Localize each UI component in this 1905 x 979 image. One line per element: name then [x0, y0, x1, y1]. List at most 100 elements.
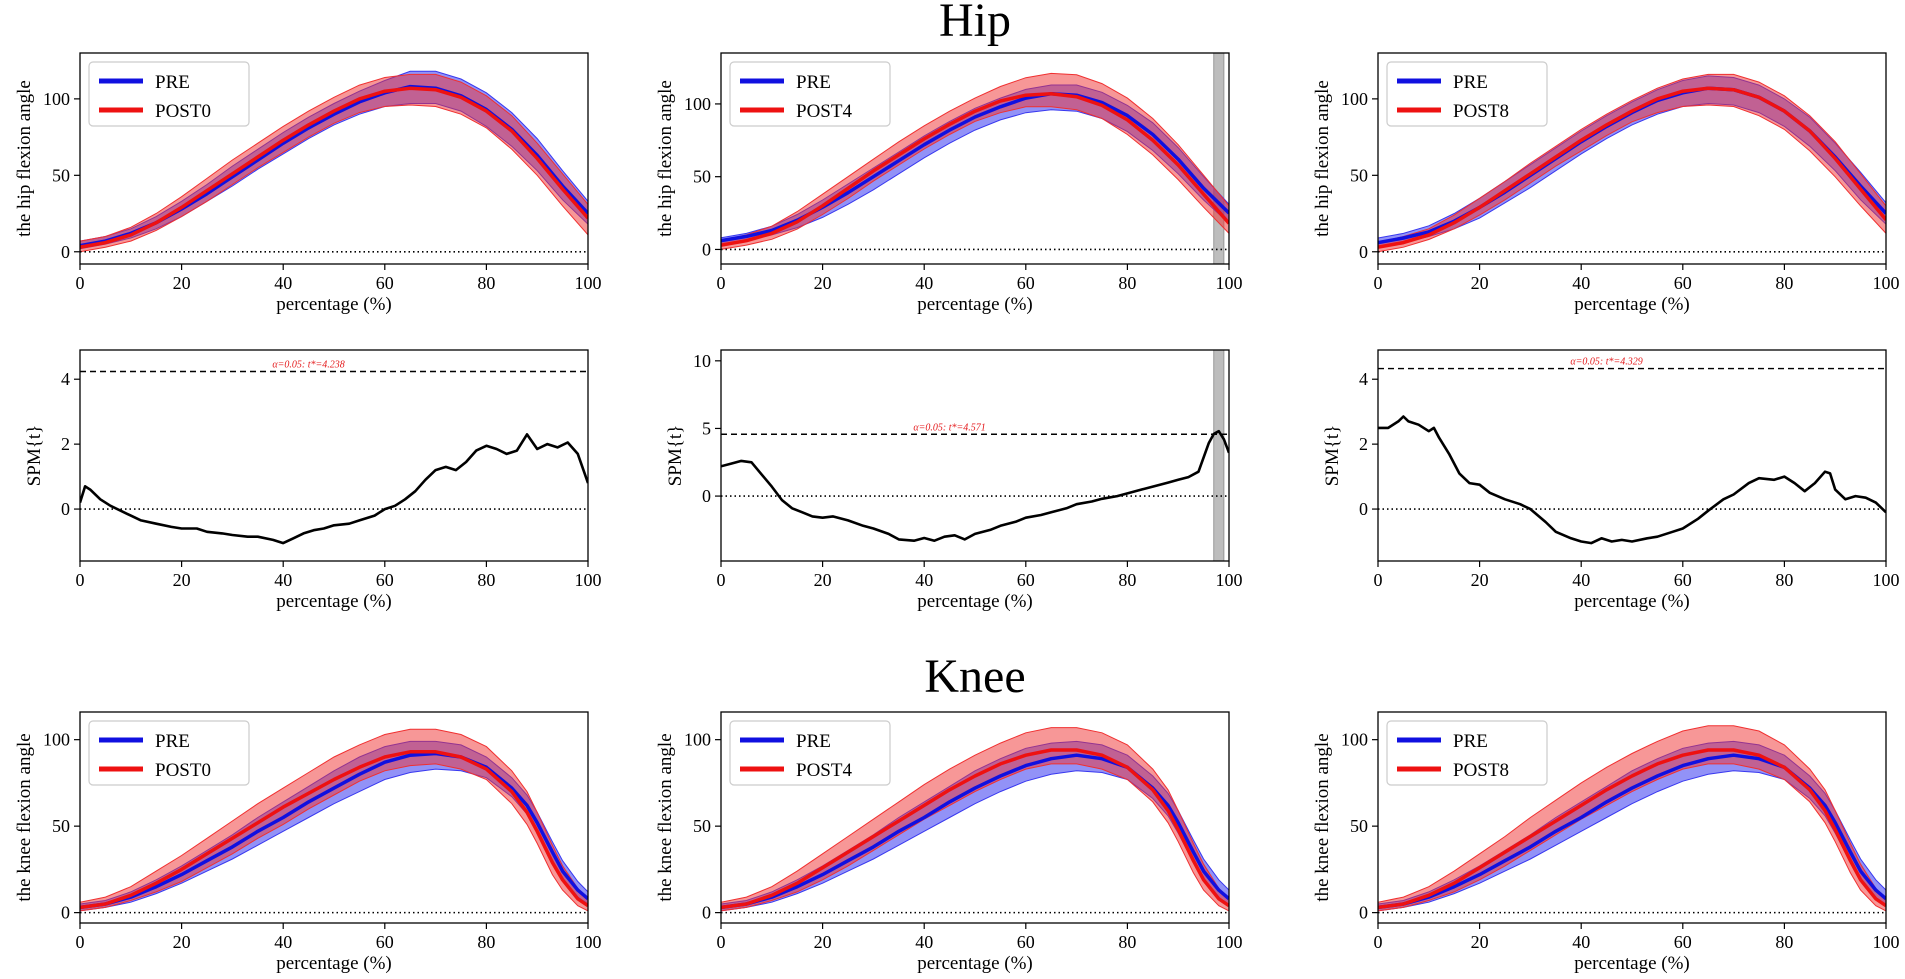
- y-tick-label: 0: [1359, 499, 1368, 519]
- x-tick-label: 0: [1374, 932, 1383, 952]
- y-tick-label: 4: [1359, 369, 1368, 389]
- plot-area: [80, 434, 588, 543]
- y-tick-label: 0: [61, 242, 70, 262]
- x-tick-label: 80: [1118, 932, 1136, 952]
- x-tick-label: 60: [1674, 570, 1692, 590]
- chart-hip-post8: 0 20 40 60 80 100050100percentage (%)the hip …: [1312, 53, 1900, 315]
- x-tick-label: 40: [274, 273, 292, 293]
- y-axis-label: the hip flexion angle: [14, 80, 35, 237]
- x-tick-label: 100: [575, 570, 602, 590]
- y-axis-label: SPM{t}: [1322, 425, 1343, 487]
- chart-panels: 0 20 40 60 80 100050100percentage (%)the hip …: [14, 53, 1900, 974]
- x-tick-label: 80: [477, 932, 495, 952]
- x-tick-label: 80: [1775, 570, 1793, 590]
- y-tick-label: 5: [702, 418, 711, 438]
- plot-frame: [80, 350, 588, 561]
- y-tick-label: 0: [702, 239, 711, 259]
- legend-label-pre: PRE: [796, 731, 831, 752]
- y-tick-label: 50: [1350, 165, 1368, 185]
- legend-label-pre: PRE: [1453, 72, 1488, 93]
- x-tick-label: 60: [1674, 273, 1692, 293]
- y-tick-label: 0: [702, 903, 711, 923]
- x-tick-label: 60: [1674, 932, 1692, 952]
- y-tick-label: 50: [1350, 816, 1368, 836]
- x-tick-label: 100: [575, 932, 602, 952]
- series-line-spm-t-: [80, 434, 588, 543]
- y-tick-label: 0: [1359, 242, 1368, 262]
- legend-label-pre: PRE: [155, 731, 190, 752]
- legend-label-post8: POST8: [1453, 760, 1509, 781]
- x-axis-label: percentage (%): [917, 294, 1033, 315]
- legend-label-post0: POST0: [155, 101, 211, 122]
- x-tick-label: 20: [814, 273, 832, 293]
- x-tick-label: 40: [274, 570, 292, 590]
- x-tick-label: 100: [1873, 273, 1900, 293]
- x-tick-label: 0: [717, 932, 726, 952]
- x-tick-label: 40: [915, 932, 933, 952]
- x-tick-label: 60: [376, 273, 394, 293]
- plot-area: [721, 350, 1229, 561]
- y-tick-label: 50: [693, 816, 711, 836]
- x-axis-label: percentage (%): [276, 953, 392, 974]
- threshold-label: α=0.05: t*=4.329: [1570, 357, 1642, 368]
- x-tick-label: 0: [76, 273, 85, 293]
- y-tick-label: 100: [684, 94, 711, 114]
- legend-label-post0: POST0: [155, 760, 211, 781]
- y-axis-label: the hip flexion angle: [655, 80, 676, 237]
- y-tick-label: 0: [61, 903, 70, 923]
- x-tick-label: 0: [1374, 273, 1383, 293]
- x-tick-label: 100: [1216, 570, 1243, 590]
- legend-label-pre: PRE: [155, 72, 190, 93]
- x-axis-label: percentage (%): [1574, 953, 1690, 974]
- series-line-spm-t-: [721, 431, 1229, 541]
- y-tick-label: 100: [684, 730, 711, 750]
- threshold-label: α=0.05: t*=4.571: [913, 422, 985, 433]
- chart-spm-post0: α=0.05: t*=4.2380 20 40 60 80 100024percentag…: [24, 350, 602, 612]
- x-tick-label: 40: [1572, 570, 1590, 590]
- y-axis-label: the hip flexion angle: [1312, 80, 1333, 237]
- legend-label-post4: POST4: [796, 101, 852, 122]
- x-tick-label: 20: [1471, 932, 1489, 952]
- chart-spm-post4: α=0.05: t*=4.571 0 20 40 60 80 100 0 5 10 percenta…: [665, 350, 1243, 612]
- x-tick-label: 60: [376, 932, 394, 952]
- x-tick-label: 80: [1775, 273, 1793, 293]
- y-tick-label: 0: [1359, 903, 1368, 923]
- legend: PRE POST0: [89, 721, 249, 785]
- x-axis-label: percentage (%): [1574, 294, 1690, 315]
- figure: Hip Knee 0 20 40 60 80 100050100percentage (%…: [0, 0, 1905, 979]
- chart-spm-post8: α=0.05: t*=4.329 0 20 40 60 80 100 0 2 4 percentag…: [1322, 350, 1900, 612]
- x-tick-label: 80: [1118, 273, 1136, 293]
- legend: PRE POST4: [730, 62, 890, 126]
- x-tick-label: 20: [1471, 570, 1489, 590]
- x-tick-label: 0: [76, 570, 85, 590]
- significance-region: [1214, 53, 1224, 264]
- series-line-spm-t-: [1378, 417, 1886, 544]
- chart-knee-post0: 0 20 40 60 80 100050100percentage (%)the knee…: [14, 712, 602, 974]
- legend-label-pre: PRE: [796, 72, 831, 93]
- x-axis-label: percentage (%): [276, 591, 392, 612]
- x-tick-label: 20: [814, 932, 832, 952]
- legend-label-post8: POST8: [1453, 101, 1509, 122]
- y-axis-label: SPM{t}: [665, 425, 686, 487]
- legend-label-pre: PRE: [1453, 731, 1488, 752]
- section-title-hip: Hip: [939, 0, 1011, 47]
- x-tick-label: 20: [814, 570, 832, 590]
- x-tick-label: 60: [1017, 273, 1035, 293]
- y-tick-label: 50: [693, 167, 711, 187]
- y-tick-label: 100: [1341, 89, 1368, 109]
- chart-knee-post8: 0 20 40 60 80 100 0 50 100 percentage (%) the knee…: [1312, 712, 1900, 974]
- x-tick-label: 0: [76, 932, 85, 952]
- x-axis-label: percentage (%): [1574, 591, 1690, 612]
- y-axis-label: the knee flexion angle: [655, 733, 676, 901]
- section-title-knee: Knee: [924, 650, 1025, 703]
- threshold-label: α=0.05: t*=4.238: [272, 359, 344, 370]
- y-tick-label: 0: [702, 486, 711, 506]
- y-tick-label: 50: [52, 165, 70, 185]
- x-tick-label: 20: [173, 932, 191, 952]
- legend-label-post4: POST4: [796, 760, 852, 781]
- x-tick-label: 100: [1216, 273, 1243, 293]
- legend: PRE POST0: [89, 62, 249, 126]
- y-tick-label: 100: [1341, 730, 1368, 750]
- legend: PRE POST8: [1387, 62, 1547, 126]
- x-tick-label: 40: [1572, 932, 1590, 952]
